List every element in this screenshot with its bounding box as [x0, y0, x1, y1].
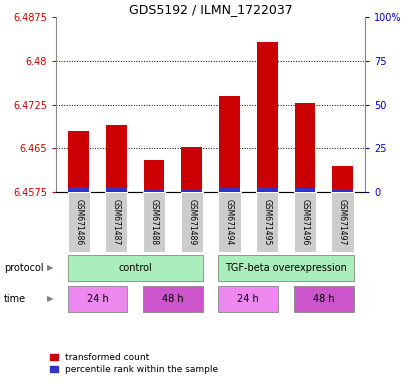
- Text: 24 h: 24 h: [87, 293, 108, 304]
- Bar: [144, 190, 164, 192]
- Bar: [181, 147, 202, 192]
- Bar: [219, 96, 240, 192]
- Bar: [105, 192, 127, 252]
- Bar: [106, 187, 127, 192]
- Bar: [294, 192, 316, 252]
- Bar: [68, 192, 90, 252]
- Bar: [218, 255, 354, 281]
- Bar: [143, 192, 165, 252]
- Text: time: time: [4, 293, 26, 304]
- Text: ▶: ▶: [47, 294, 54, 303]
- Text: GSM671494: GSM671494: [225, 199, 234, 245]
- Text: GSM671495: GSM671495: [263, 199, 272, 245]
- Bar: [181, 192, 203, 252]
- Bar: [68, 187, 89, 192]
- Bar: [143, 286, 203, 311]
- Bar: [332, 190, 353, 192]
- Bar: [295, 103, 315, 192]
- Text: TGF-beta overexpression: TGF-beta overexpression: [225, 263, 347, 273]
- Bar: [218, 286, 278, 311]
- Legend: transformed count, percentile rank within the sample: transformed count, percentile rank withi…: [46, 350, 222, 377]
- Bar: [332, 192, 354, 252]
- Text: 24 h: 24 h: [237, 293, 259, 304]
- Text: GSM671488: GSM671488: [149, 199, 159, 245]
- Bar: [295, 188, 315, 192]
- Bar: [257, 42, 278, 192]
- Text: 48 h: 48 h: [162, 293, 184, 304]
- Text: GSM671497: GSM671497: [338, 199, 347, 245]
- Text: protocol: protocol: [4, 263, 44, 273]
- Bar: [68, 131, 89, 192]
- Bar: [68, 255, 203, 281]
- Bar: [294, 286, 354, 311]
- Bar: [219, 188, 240, 192]
- Text: GSM671487: GSM671487: [112, 199, 121, 245]
- Text: GSM671496: GSM671496: [300, 199, 309, 245]
- Bar: [181, 190, 202, 192]
- Title: GDS5192 / ILMN_1722037: GDS5192 / ILMN_1722037: [129, 3, 293, 16]
- Bar: [106, 125, 127, 192]
- Text: ▶: ▶: [47, 263, 54, 272]
- Bar: [332, 166, 353, 192]
- Text: 48 h: 48 h: [313, 293, 334, 304]
- Bar: [218, 192, 241, 252]
- Bar: [257, 187, 278, 192]
- Bar: [68, 286, 127, 311]
- Bar: [256, 192, 278, 252]
- Text: control: control: [118, 263, 152, 273]
- Text: GSM671489: GSM671489: [187, 199, 196, 245]
- Text: GSM671486: GSM671486: [74, 199, 83, 245]
- Bar: [144, 160, 164, 192]
